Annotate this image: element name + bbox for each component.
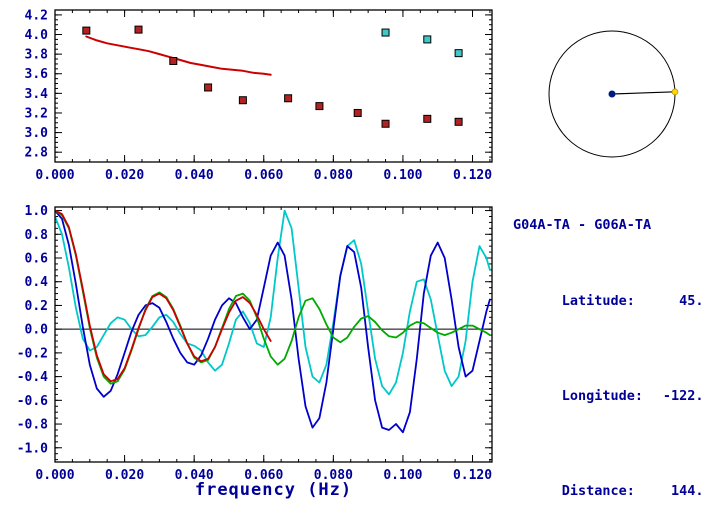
svg-text:3.2: 3.2: [25, 106, 48, 121]
svg-text:4.0: 4.0: [25, 28, 49, 43]
red-measurements-marker: [169, 56, 178, 65]
cyan-waveform: [55, 209, 491, 396]
svg-text:0.040: 0.040: [175, 468, 214, 483]
svg-text:0.060: 0.060: [244, 168, 283, 183]
axis-ticks: [54, 9, 492, 163]
svg-text:0.080: 0.080: [314, 468, 353, 483]
svg-text:-0.6: -0.6: [17, 394, 48, 409]
red-measurements-marker: [315, 102, 324, 111]
red-measurements-marker: [454, 117, 463, 126]
svg-text:0.080: 0.080: [314, 168, 353, 183]
svg-text:0.120: 0.120: [453, 468, 492, 483]
svg-text:-0.4: -0.4: [17, 370, 48, 385]
svg-text:0.6: 0.6: [25, 252, 49, 267]
x-axis-title: frequency (Hz): [194, 480, 353, 500]
svg-text:0.020: 0.020: [105, 168, 144, 183]
svg-text:0.100: 0.100: [383, 468, 422, 483]
latitude-label: Latitude:: [561, 293, 635, 309]
red-measurements-marker: [204, 83, 213, 92]
axis-ticks: [54, 207, 492, 462]
great-circle-path-line: [611, 91, 675, 95]
svg-text:0.2: 0.2: [25, 299, 48, 314]
info-row-latitude: Latitude: 45.21: [513, 273, 703, 330]
svg-text:2.8: 2.8: [25, 146, 49, 161]
svg-text:3.6: 3.6: [25, 67, 49, 82]
longitude-value: -122.48: [662, 388, 703, 404]
station-pair-info: G04A-TA - G06A-TA Latitude: 45.21 Longitu…: [513, 178, 703, 519]
svg-text:3.0: 3.0: [25, 126, 49, 141]
station-pair-title: G04A-TA - G06A-TA: [513, 217, 652, 233]
svg-text:-1.0: -1.0: [17, 441, 48, 456]
cyan-measurements-marker: [381, 28, 390, 37]
azimuth-diagram: [548, 30, 679, 158]
svg-text:3.8: 3.8: [25, 48, 49, 63]
red-measurements-marker: [381, 119, 390, 128]
red-waveform: [55, 209, 272, 383]
svg-text:0.100: 0.100: [383, 168, 422, 183]
red-measurements-marker: [238, 96, 247, 105]
red-measurements-marker: [353, 108, 362, 117]
svg-text:0.040: 0.040: [175, 168, 214, 183]
svg-text:4.2: 4.2: [25, 8, 48, 23]
axis-tick-labels: 0.000 0.020 0.040 0.060 0.080 0.100 0.120 -1.0 -…: [17, 204, 493, 483]
red-measurements-marker: [134, 25, 143, 34]
cross-spectrum-panel: 0.000 0.020 0.040 0.060 0.080 0.100 0.120 -1.0 -…: [17, 204, 493, 483]
cyan-measurements-marker: [454, 49, 463, 58]
info-row-longitude: Longitude: -122.48: [513, 368, 703, 425]
svg-text:0.000: 0.000: [35, 168, 74, 183]
plot-frame: [54, 206, 493, 463]
cyan-measurements: [381, 28, 463, 58]
longitude-label: Longitude:: [561, 388, 644, 404]
svg-text:0.120: 0.120: [453, 168, 492, 183]
svg-text:0.000: 0.000: [35, 468, 74, 483]
svg-text:1.0: 1.0: [25, 204, 49, 219]
svg-text:0.4: 0.4: [25, 275, 49, 290]
blue-waveform: [55, 209, 491, 434]
red-measurements: [82, 25, 463, 128]
svg-text:0.0: 0.0: [25, 323, 49, 338]
plot-frame: [54, 9, 493, 163]
center-station-dot: [608, 90, 616, 98]
red-measurements-marker: [82, 26, 91, 35]
reference-dispersion-curve: [85, 35, 272, 76]
distance-value: 144.87: [671, 483, 703, 499]
svg-text:0.060: 0.060: [244, 468, 283, 483]
svg-text:-0.8: -0.8: [17, 418, 48, 433]
info-row-distance: Distance: 144.87: [513, 463, 703, 519]
svg-text:3.4: 3.4: [25, 87, 49, 102]
cyan-measurements-marker: [423, 35, 432, 44]
svg-text:0.8: 0.8: [25, 228, 49, 243]
latitude-value: 45.21: [679, 293, 703, 309]
phase-velocity-panel: 0.000 0.020 0.040 0.060 0.080 0.100 0.120 2.8 3.…: [25, 8, 493, 183]
svg-text:-0.2: -0.2: [17, 346, 48, 361]
pair-station-marker: [671, 88, 679, 96]
red-measurements-marker: [284, 94, 293, 103]
svg-text:0.020: 0.020: [105, 468, 144, 483]
axis-tick-labels: 0.000 0.020 0.040 0.060 0.080 0.100 0.120 2.8 3.…: [25, 8, 493, 183]
red-measurements-marker: [423, 114, 432, 123]
distance-label: Distance:: [561, 483, 635, 499]
